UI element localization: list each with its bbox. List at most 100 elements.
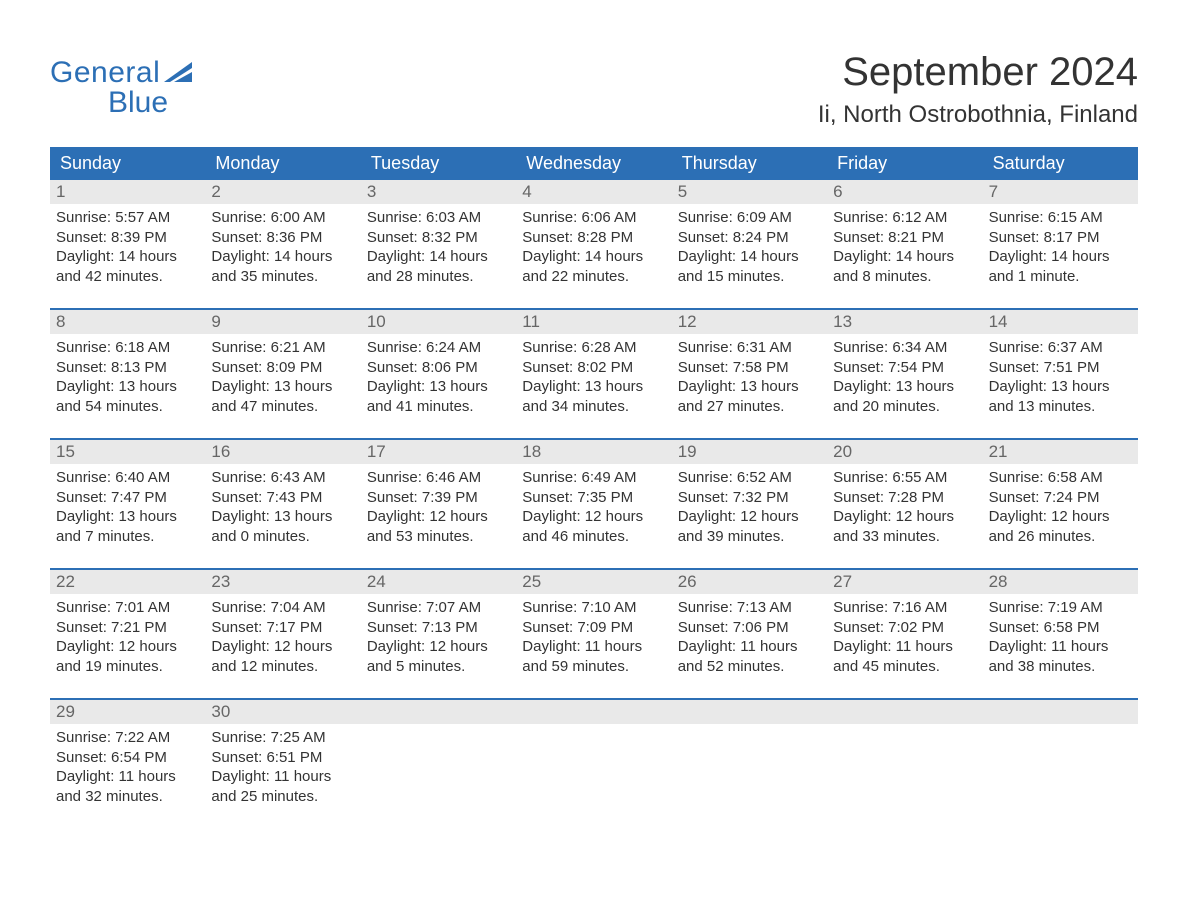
daylight-text: and 27 minutes. xyxy=(678,397,821,417)
week-content-row: Sunrise: 7:01 AMSunset: 7:21 PMDaylight:… xyxy=(50,594,1138,682)
day-cell: Sunrise: 7:01 AMSunset: 7:21 PMDaylight:… xyxy=(50,594,205,682)
day-cell: Sunrise: 7:07 AMSunset: 7:13 PMDaylight:… xyxy=(361,594,516,682)
daylight-text: Daylight: 12 hours xyxy=(56,637,199,657)
day-number: 6 xyxy=(827,180,982,204)
day-number: 16 xyxy=(205,440,360,464)
day-cell: Sunrise: 7:10 AMSunset: 7:09 PMDaylight:… xyxy=(516,594,671,682)
day-cell: Sunrise: 6:52 AMSunset: 7:32 PMDaylight:… xyxy=(672,464,827,552)
daylight-text: and 25 minutes. xyxy=(211,787,354,807)
day-cell: Sunrise: 7:16 AMSunset: 7:02 PMDaylight:… xyxy=(827,594,982,682)
weekday-header: Wednesday xyxy=(516,147,671,180)
daylight-text: and 5 minutes. xyxy=(367,657,510,677)
daylight-text: Daylight: 12 hours xyxy=(678,507,821,527)
sunset-text: Sunset: 7:54 PM xyxy=(833,358,976,378)
daylight-text: and 38 minutes. xyxy=(989,657,1132,677)
brand-logo: General Blue xyxy=(50,56,192,120)
day-number: 25 xyxy=(516,570,671,594)
day-number: 14 xyxy=(983,310,1138,334)
daylight-text: Daylight: 13 hours xyxy=(367,377,510,397)
sunset-text: Sunset: 7:09 PM xyxy=(522,618,665,638)
day-cell xyxy=(827,724,982,812)
week-daynum-row: 22232425262728 xyxy=(50,568,1138,594)
daylight-text: Daylight: 13 hours xyxy=(833,377,976,397)
daylight-text: Daylight: 12 hours xyxy=(367,507,510,527)
week-daynum-row: 2930 xyxy=(50,698,1138,724)
day-cell xyxy=(516,724,671,812)
daylight-text: and 53 minutes. xyxy=(367,527,510,547)
sunrise-text: Sunrise: 6:06 AM xyxy=(522,208,665,228)
daylight-text: Daylight: 13 hours xyxy=(211,377,354,397)
daylight-text: and 34 minutes. xyxy=(522,397,665,417)
daylight-text: and 52 minutes. xyxy=(678,657,821,677)
week-content-row: Sunrise: 6:40 AMSunset: 7:47 PMDaylight:… xyxy=(50,464,1138,552)
day-number: 3 xyxy=(361,180,516,204)
page-header: General Blue September 2024 Ii, North Os… xyxy=(50,50,1138,129)
daylight-text: and 41 minutes. xyxy=(367,397,510,417)
daylight-text: and 35 minutes. xyxy=(211,267,354,287)
day-number: 2 xyxy=(205,180,360,204)
day-number: 10 xyxy=(361,310,516,334)
sunrise-text: Sunrise: 5:57 AM xyxy=(56,208,199,228)
daylight-text: Daylight: 14 hours xyxy=(367,247,510,267)
calendar-grid: Sunday Monday Tuesday Wednesday Thursday… xyxy=(50,147,1138,812)
daylight-text: and 28 minutes. xyxy=(367,267,510,287)
daylight-text: Daylight: 11 hours xyxy=(522,637,665,657)
sunrise-text: Sunrise: 6:49 AM xyxy=(522,468,665,488)
day-number: 13 xyxy=(827,310,982,334)
sunset-text: Sunset: 8:13 PM xyxy=(56,358,199,378)
sunset-text: Sunset: 7:47 PM xyxy=(56,488,199,508)
day-cell: Sunrise: 7:13 AMSunset: 7:06 PMDaylight:… xyxy=(672,594,827,682)
day-cell: Sunrise: 6:43 AMSunset: 7:43 PMDaylight:… xyxy=(205,464,360,552)
day-cell: Sunrise: 6:09 AMSunset: 8:24 PMDaylight:… xyxy=(672,204,827,292)
day-cell: Sunrise: 6:55 AMSunset: 7:28 PMDaylight:… xyxy=(827,464,982,552)
day-number: 24 xyxy=(361,570,516,594)
daylight-text: Daylight: 12 hours xyxy=(833,507,976,527)
sunset-text: Sunset: 8:17 PM xyxy=(989,228,1132,248)
day-cell: Sunrise: 6:00 AMSunset: 8:36 PMDaylight:… xyxy=(205,204,360,292)
sunset-text: Sunset: 7:32 PM xyxy=(678,488,821,508)
day-number xyxy=(672,700,827,724)
daylight-text: Daylight: 13 hours xyxy=(211,507,354,527)
day-number: 15 xyxy=(50,440,205,464)
sunset-text: Sunset: 7:28 PM xyxy=(833,488,976,508)
day-number: 20 xyxy=(827,440,982,464)
daylight-text: Daylight: 11 hours xyxy=(56,767,199,787)
sunrise-text: Sunrise: 6:24 AM xyxy=(367,338,510,358)
day-number: 12 xyxy=(672,310,827,334)
daylight-text: Daylight: 14 hours xyxy=(522,247,665,267)
sunrise-text: Sunrise: 6:09 AM xyxy=(678,208,821,228)
daylight-text: and 42 minutes. xyxy=(56,267,199,287)
day-number: 11 xyxy=(516,310,671,334)
daylight-text: and 45 minutes. xyxy=(833,657,976,677)
daylight-text: Daylight: 14 hours xyxy=(678,247,821,267)
sunrise-text: Sunrise: 7:01 AM xyxy=(56,598,199,618)
sunset-text: Sunset: 7:43 PM xyxy=(211,488,354,508)
weekday-header: Saturday xyxy=(983,147,1138,180)
day-cell: Sunrise: 6:12 AMSunset: 8:21 PMDaylight:… xyxy=(827,204,982,292)
day-cell: Sunrise: 6:28 AMSunset: 8:02 PMDaylight:… xyxy=(516,334,671,422)
daylight-text: Daylight: 12 hours xyxy=(367,637,510,657)
daylight-text: and 7 minutes. xyxy=(56,527,199,547)
weekday-header: Thursday xyxy=(672,147,827,180)
day-cell: Sunrise: 5:57 AMSunset: 8:39 PMDaylight:… xyxy=(50,204,205,292)
sunset-text: Sunset: 7:51 PM xyxy=(989,358,1132,378)
calendar-page: General Blue September 2024 Ii, North Os… xyxy=(0,0,1188,918)
sunset-text: Sunset: 7:17 PM xyxy=(211,618,354,638)
sunrise-text: Sunrise: 6:40 AM xyxy=(56,468,199,488)
daylight-text: Daylight: 12 hours xyxy=(989,507,1132,527)
sunrise-text: Sunrise: 7:10 AM xyxy=(522,598,665,618)
sunset-text: Sunset: 6:54 PM xyxy=(56,748,199,768)
daylight-text: and 22 minutes. xyxy=(522,267,665,287)
daylight-text: Daylight: 13 hours xyxy=(56,507,199,527)
sunset-text: Sunset: 7:13 PM xyxy=(367,618,510,638)
daylight-text: and 54 minutes. xyxy=(56,397,199,417)
day-cell: Sunrise: 6:58 AMSunset: 7:24 PMDaylight:… xyxy=(983,464,1138,552)
sunrise-text: Sunrise: 6:58 AM xyxy=(989,468,1132,488)
daylight-text: Daylight: 12 hours xyxy=(211,637,354,657)
week-daynum-row: 1234567 xyxy=(50,180,1138,204)
daylight-text: Daylight: 14 hours xyxy=(833,247,976,267)
daylight-text: Daylight: 11 hours xyxy=(833,637,976,657)
daylight-text: and 12 minutes. xyxy=(211,657,354,677)
sunrise-text: Sunrise: 7:13 AM xyxy=(678,598,821,618)
day-number: 29 xyxy=(50,700,205,724)
